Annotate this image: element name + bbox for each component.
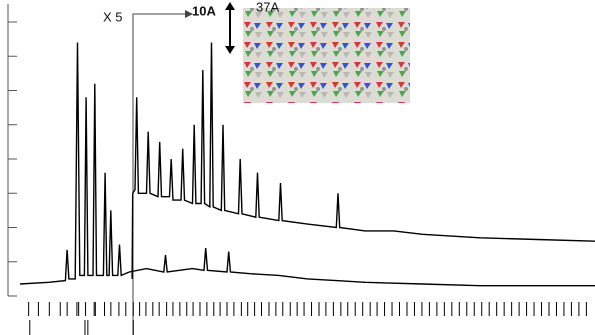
scale-label: X 5 <box>103 9 123 24</box>
structure-inset <box>243 8 410 103</box>
pattern-line <box>131 42 595 279</box>
spacing-label: 37A <box>256 0 279 14</box>
pattern-line <box>19 42 595 287</box>
arrow-head <box>185 10 193 18</box>
spacing-label: 10A <box>192 3 216 18</box>
arrow-head <box>225 46 235 54</box>
arrow-head <box>225 2 235 10</box>
